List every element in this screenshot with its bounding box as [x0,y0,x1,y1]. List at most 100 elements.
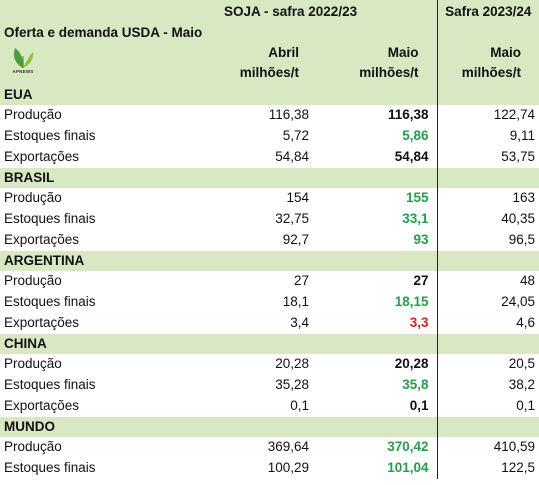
value-safra-2023-24: 122,5 [501,460,535,476]
col-header-maio-2324: Maio milhões/t [437,43,539,85]
value-abril: 369,64 [267,439,309,455]
section-name: EUA [4,86,33,102]
header-row-subtitle: Oferta e demanda USDA - Maio [0,23,539,43]
section-header-row: BRASIL [0,167,539,188]
section-header-row: ARGENTINA [0,250,539,271]
section-name: ARGENTINA [4,252,85,268]
value-safra-2023-24: 38,2 [508,377,535,393]
col-header-maio-line1: Maio [387,45,419,60]
col-header-maio-2324-line1: Maio [490,45,521,60]
value-maio: 5,86 [317,125,438,147]
value-safra-2023-24: 48 [519,273,535,289]
table-row: Produção 369,64 370,42 410,59 [0,436,539,458]
value-abril: 154 [286,190,309,206]
row-label: Produção [4,356,62,372]
value-abril: 20,28 [275,356,309,372]
row-label: Exportações [4,315,80,331]
table-row: Exportações 3,4 3,3 4,6 [0,312,539,334]
section-name: BRASIL [4,169,55,185]
value-abril: 32,75 [275,211,309,227]
table-row: Exportações 54,84 54,84 53,75 [0,146,539,168]
value-maio: 35,8 [317,374,438,396]
value-maio: 116,38 [317,104,438,126]
value-safra-2023-24: 163 [512,190,535,206]
value-safra-2023-24: 24,05 [501,294,535,310]
table-row: Estoques finais 35,28 35,8 38,2 [0,374,539,396]
header-row-titles: SOJA - safra 2022/23 Safra 2023/24 [0,0,539,23]
row-label: Estoques finais [4,211,96,227]
apnews-logo: APNEWS [6,44,40,82]
col-header-abril: Abril milhões/t [194,43,317,85]
col-header-maio-line2: milhões/t [359,65,419,80]
value-safra-2023-24: 4,6 [516,315,535,331]
row-label: Exportações [4,149,80,165]
value-safra-2023-24: 96,5 [508,232,535,248]
value-abril: 92,7 [282,232,309,248]
col-header-maio: Maio milhões/t [317,43,438,85]
title-safra-2022-23: SOJA - safra 2022/23 [194,0,438,23]
row-label: Produção [4,190,62,206]
value-abril: 3,4 [290,315,309,331]
value-abril: 54,84 [275,149,309,165]
value-maio: 27 [317,270,438,292]
table-row: Produção 27 27 48 [0,270,539,292]
subtitle: Oferta e demanda USDA - Maio [4,25,203,41]
value-maio: 18,15 [317,291,438,313]
value-maio: 33,1 [317,208,438,230]
row-label: Estoques finais [4,377,96,393]
section-header-row: EUA [0,84,539,105]
value-maio: 0,1 [317,395,438,417]
col-header-abril-line2: milhões/t [239,65,299,80]
row-label: Exportações [4,398,80,414]
title-safra-2023-24: Safra 2023/24 [445,3,532,19]
value-abril: 27 [293,273,309,289]
section-header-row: MUNDO [0,416,539,437]
value-maio: 20,28 [317,353,438,375]
row-label: Produção [4,107,62,123]
section-name: MUNDO [4,418,55,434]
logo-text: APNEWS [12,69,34,74]
value-safra-2023-24: 53,75 [501,149,535,165]
table-row: Produção 154 155 163 [0,187,539,209]
table-row: Exportações 0,1 0,1 0,1 [0,395,539,417]
row-label: Estoques finais [4,294,96,310]
row-label: Produção [4,273,62,289]
col-header-maio-2324-line2: milhões/t [461,65,521,80]
value-abril: 5,72 [282,128,309,144]
table-row: Estoques finais 100,29 101,04 122,5 [0,457,539,479]
row-label: Estoques finais [4,460,96,476]
value-maio: 54,84 [317,146,438,168]
table-row: Estoques finais 5,72 5,86 9,11 [0,125,539,147]
value-safra-2023-24: 9,11 [509,128,535,144]
col-header-abril-line1: Abril [268,45,299,60]
value-abril: 18,1 [282,294,309,310]
value-maio: 370,42 [317,436,438,458]
table-row: Produção 116,38 116,38 122,74 [0,104,539,126]
section-name: CHINA [4,335,47,351]
section-header-row: CHINA [0,333,539,354]
table-row: Estoques finais 18,1 18,15 24,05 [0,291,539,313]
value-safra-2023-24: 40,35 [501,211,535,227]
value-abril: 35,28 [275,377,309,393]
value-maio: 3,3 [317,312,438,334]
value-safra-2023-24: 410,59 [493,439,535,455]
value-safra-2023-24: 0,1 [516,398,535,414]
value-abril: 0,1 [290,398,309,414]
row-label: Produção [4,439,62,455]
leaf-icon [13,48,34,68]
row-label: Estoques finais [4,128,96,144]
header-row-columns: APNEWS Abril milhões/t Maio milhões/t Ma… [0,43,539,85]
row-label: Exportações [4,232,80,248]
value-maio: 155 [317,187,438,209]
value-maio: 101,04 [317,457,438,479]
value-safra-2023-24: 122,74 [493,107,535,123]
table-row: Produção 20,28 20,28 20,5 [0,353,539,375]
table-row: Exportações 92,7 93 96,5 [0,229,539,251]
value-maio: 93 [317,229,438,251]
value-safra-2023-24: 20,5 [508,356,535,372]
value-abril: 100,29 [267,460,309,476]
table-row: Estoques finais 32,75 33,1 40,35 [0,208,539,230]
value-abril: 116,38 [268,107,309,123]
